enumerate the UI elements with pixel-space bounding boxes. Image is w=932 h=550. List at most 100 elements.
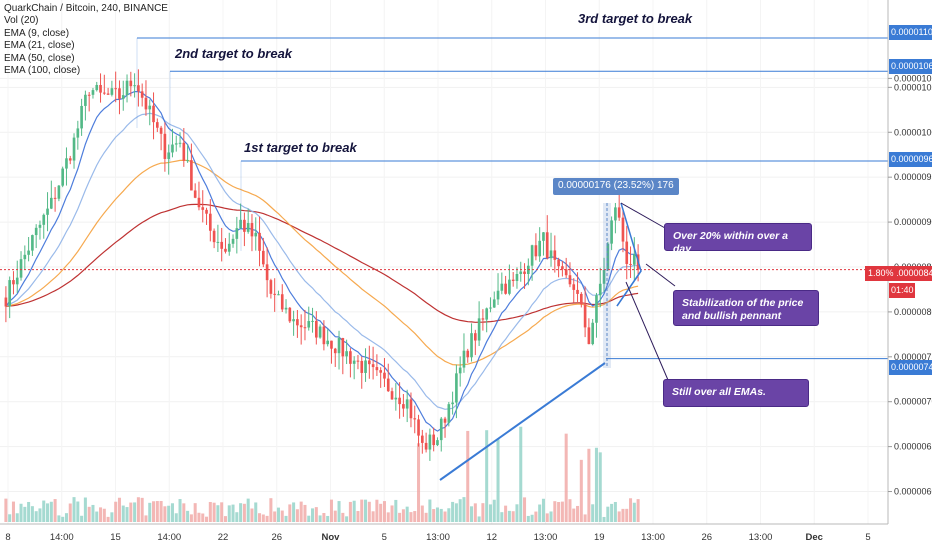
volume-bar [254,502,258,522]
volume-bar [352,500,356,522]
candle-body [606,243,610,270]
candle-body [538,240,542,257]
volume-bar [477,516,481,522]
candle-body [405,399,409,409]
candle-body [352,360,356,364]
candle-body [360,360,364,373]
candle-body [473,333,477,341]
volume-bar [106,516,110,522]
volume-bar [417,443,421,522]
candle-body [439,418,443,441]
candle-body [280,294,284,310]
volume-bar [602,516,606,522]
candle-body [443,418,447,423]
legend-ema100[interactable]: EMA (100, close) [4,65,81,77]
volume-bar [155,501,159,522]
candle-body [398,397,401,405]
candle-body [23,254,27,260]
callout-pointer-1 [620,202,666,229]
volume-bar [572,508,576,522]
candle-body [307,321,311,328]
candle-body [515,273,519,281]
price-axis[interactable]: 0.000010600.00001050 0.00001000 0.00000950… [887,0,932,524]
volume-bar [401,509,405,522]
volume-bar [121,505,125,522]
volume-bar [318,515,322,522]
candle-body [553,250,557,260]
candle-body [46,208,49,215]
candle-body [140,91,144,98]
volume-bar [61,516,65,522]
price-axis-label: 0.00000800 [894,307,932,317]
time-axis[interactable]: 8 14:00 15 14:00 22 26 Nov 5 13:00 12 13:00 19 13:00… [0,523,888,543]
candle-body [424,442,428,450]
candle-body [595,295,598,323]
candle-body [436,440,439,446]
candle-body [163,133,167,159]
volume-bar [496,439,500,522]
candle-body [155,122,159,128]
volume-bar [239,503,243,522]
time-axis-label: 13:00 [749,532,773,543]
candle-body [246,223,250,232]
candle-body [337,338,341,354]
candle-body [254,232,258,237]
volume-bar [152,501,156,522]
volume-bar [553,501,557,522]
candle-body [508,279,511,294]
legend-title: QuarkChain / Bitcoin, 240, BINANCE [4,3,168,14]
candle-body [299,325,303,328]
volume-bar [435,507,439,522]
volume-bar [492,499,496,522]
volume-bar [292,502,296,522]
volume-bar [439,508,443,522]
candle-body [288,307,292,322]
candle-body [477,318,481,341]
volume-bar [242,503,246,522]
candle-body [557,259,560,267]
volume-bar [280,510,284,522]
legend-ema21[interactable]: EMA (21, close) [4,40,75,52]
callout-over-emas: Still over all EMAs. [663,379,809,407]
legend-volume[interactable]: Vol (20) [4,15,39,27]
legend-ema50[interactable]: EMA (50, close) [4,52,75,64]
volume-bar [307,515,311,522]
candle-body [49,197,53,209]
volume-bar [4,498,8,522]
candle-body [625,241,629,264]
legend-ema9[interactable]: EMA (9, close) [4,27,70,39]
volume-bar [530,514,534,522]
candle-body [455,373,458,403]
candle-body [190,160,193,191]
volume-bar [95,511,99,522]
volume-bar [583,514,587,522]
volume-bar [295,509,299,522]
volume-bar [258,513,262,522]
candle-body [621,217,625,242]
volume-bar [311,508,315,522]
volume-bar [447,508,451,522]
volume-bar [42,500,46,522]
volume-bar [549,511,553,522]
volume-bar [610,503,614,522]
volume-bar [398,512,402,522]
candle-body [629,263,632,265]
current-price-tag: 0.00000847 [889,266,932,281]
candle-body [76,128,80,138]
candle-body [27,250,30,255]
volume-bar [504,505,508,522]
candle-body [481,318,485,320]
target1-label: 1st target to break [244,140,357,155]
volume-bar [11,501,15,522]
time-axis-label: 19 [594,532,605,543]
candle-body [413,418,417,420]
candle-body [91,90,95,95]
time-axis-label: 13:00 [534,532,558,543]
volume-bar [545,513,549,522]
candle-body [485,308,489,320]
candle-body [420,435,424,443]
volume-bar [140,497,144,522]
volume-bar [30,506,34,522]
volume-bar [314,507,318,522]
